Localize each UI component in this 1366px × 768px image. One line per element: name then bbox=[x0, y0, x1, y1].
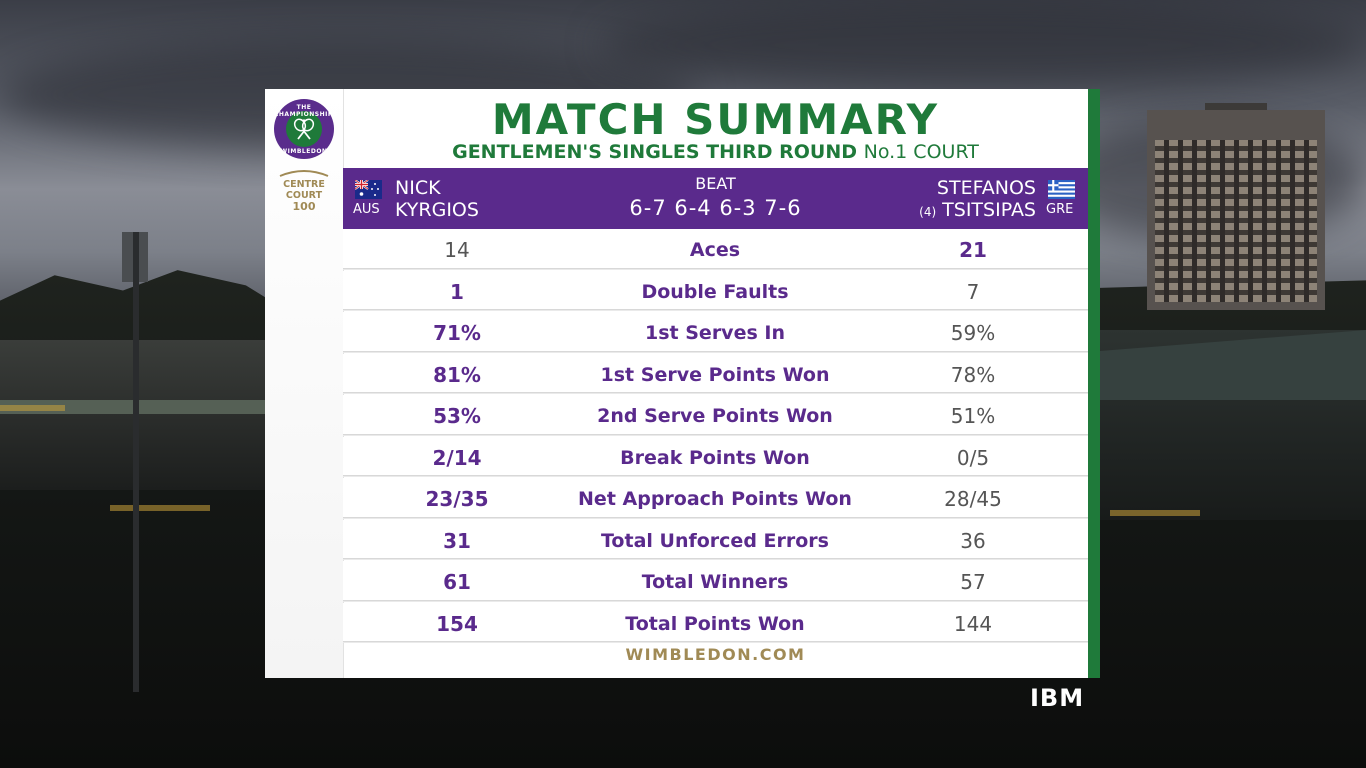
stadium-lights bbox=[0, 405, 65, 411]
stat-row: 31 Total Unforced Errors 36 bbox=[343, 519, 1088, 559]
player2-stat-value: 7 bbox=[966, 279, 980, 304]
stat-row: 71% 1st Serves In 59% bbox=[343, 312, 1088, 352]
stadium-lights bbox=[110, 505, 210, 511]
stats-table: 14 Aces 21 1 Double Faults 7 71% 1st Serves In 5… bbox=[343, 229, 1088, 644]
stat-label: Total Unforced Errors bbox=[601, 529, 829, 552]
page-title: MATCH SUMMARY bbox=[491, 95, 940, 144]
stat-label: Double Faults bbox=[641, 280, 789, 303]
player1-stat-value: 81% bbox=[433, 362, 481, 387]
player2-name: STEFANOS (4) TSITSIPAS bbox=[919, 177, 1036, 223]
stadium-lights bbox=[1110, 510, 1200, 516]
player2-seed: (4) bbox=[919, 205, 937, 219]
match-result: BEAT 6-7 6-4 6-3 7-6 bbox=[543, 174, 888, 222]
player2-stat-value: 57 bbox=[960, 570, 986, 594]
player1-name: NICK KYRGIOS bbox=[395, 177, 479, 221]
player1-stat-value: 61 bbox=[443, 570, 471, 594]
player2-last-name: TSITSIPAS bbox=[942, 199, 1036, 221]
player1-stat-value: 14 bbox=[444, 238, 470, 262]
centre-court-line1: CENTRE bbox=[283, 179, 325, 190]
player1-stat-value: 23/35 bbox=[425, 487, 489, 511]
player2-stat-value: 51% bbox=[950, 404, 996, 428]
stat-label: 1st Serve Points Won bbox=[600, 363, 830, 386]
ibm-sponsor-logo: IBM bbox=[1030, 684, 1085, 712]
event-name: GENTLEMEN'S SINGLES THIRD ROUND bbox=[452, 141, 858, 163]
stat-label: Total Points Won bbox=[625, 612, 805, 635]
player1-stat-value: 71% bbox=[433, 321, 481, 345]
player1-stat-value: 2/14 bbox=[432, 445, 482, 470]
wimbledon-badge: THE CHAMPIONSHIPS WIMBLEDON bbox=[274, 99, 338, 159]
centre-court-100-logo: CENTRE COURT 100 bbox=[271, 169, 337, 213]
event-subtitle: GENTLEMEN'S SINGLES THIRD ROUND No.1 COU… bbox=[343, 140, 1088, 164]
player2-first-name: STEFANOS bbox=[936, 177, 1036, 199]
australia-flag-icon bbox=[355, 180, 382, 199]
player1-country-code: AUS bbox=[353, 202, 380, 217]
match-summary-panel: THE CHAMPIONSHIPS WIMBLEDON CENTRE COURT… bbox=[265, 89, 1088, 678]
stadium-right bbox=[1100, 330, 1366, 520]
website-footer: WIMBLEDON.COM bbox=[625, 645, 806, 664]
floodlight-mast bbox=[133, 232, 139, 692]
stat-label: Total Winners bbox=[641, 571, 789, 593]
panel-sidebar: THE CHAMPIONSHIPS WIMBLEDON CENTRE COURT… bbox=[265, 89, 344, 678]
tower-block bbox=[1147, 110, 1325, 310]
stat-row: 2/14 Break Points Won 0/5 bbox=[343, 436, 1088, 476]
player2-stat-value: 144 bbox=[953, 611, 993, 636]
stat-label: 2nd Serve Points Won bbox=[597, 405, 833, 427]
player1-last-name: KYRGIOS bbox=[395, 199, 479, 221]
badge-bottom-text: WIMBLEDON bbox=[280, 148, 328, 155]
stat-label: Break Points Won bbox=[620, 446, 810, 469]
stat-row: 61 Total Winners 57 bbox=[343, 561, 1088, 601]
player2-stat-value: 28/45 bbox=[944, 487, 1002, 511]
stat-row: 23/35 Net Approach Points Won 28/45 bbox=[343, 478, 1088, 518]
stat-label: Net Approach Points Won bbox=[578, 488, 852, 510]
cloud bbox=[600, 0, 1366, 90]
player1-first-name: NICK bbox=[395, 177, 441, 199]
player2-stat-value: 59% bbox=[950, 321, 996, 345]
centre-court-line3: 100 bbox=[292, 200, 316, 213]
stat-row: 81% 1st Serve Points Won 78% bbox=[343, 353, 1088, 393]
player2-stat-value: 36 bbox=[960, 528, 986, 553]
player1-stat-value: 31 bbox=[443, 528, 471, 553]
player2-stat-value: 0/5 bbox=[956, 445, 990, 470]
stat-row: 1 Double Faults 7 bbox=[343, 270, 1088, 310]
court-name: No.1 COURT bbox=[863, 141, 979, 163]
greece-flag-icon bbox=[1048, 180, 1075, 199]
stat-row: 14 Aces 21 bbox=[343, 229, 1088, 269]
stat-label: Aces bbox=[689, 239, 741, 261]
player1-stat-value: 1 bbox=[450, 279, 464, 304]
player2-stat-value: 21 bbox=[959, 238, 987, 262]
player1-stat-value: 53% bbox=[433, 404, 481, 428]
player2-country-code: GRE bbox=[1046, 202, 1074, 217]
player2-stat-value: 78% bbox=[950, 362, 996, 387]
badge-top-text: THE CHAMPIONSHIPS bbox=[274, 104, 338, 118]
panel-accent-bar bbox=[1088, 89, 1100, 678]
stat-label: 1st Serves In bbox=[645, 322, 785, 344]
players-header: AUS NICK KYRGIOS BEAT 6-7 6-4 6-3 7-6 ST… bbox=[343, 168, 1088, 229]
result-label: BEAT bbox=[695, 174, 736, 193]
match-score: 6-7 6-4 6-3 7-6 bbox=[629, 196, 802, 220]
stat-row: 154 Total Points Won 144 bbox=[343, 602, 1088, 642]
arch-icon bbox=[279, 170, 329, 177]
crossed-rackets-icon bbox=[286, 111, 322, 147]
stat-row: 53% 2nd Serve Points Won 51% bbox=[343, 395, 1088, 435]
player1-stat-value: 154 bbox=[436, 611, 478, 636]
centre-court-line2: COURT bbox=[285, 190, 323, 201]
